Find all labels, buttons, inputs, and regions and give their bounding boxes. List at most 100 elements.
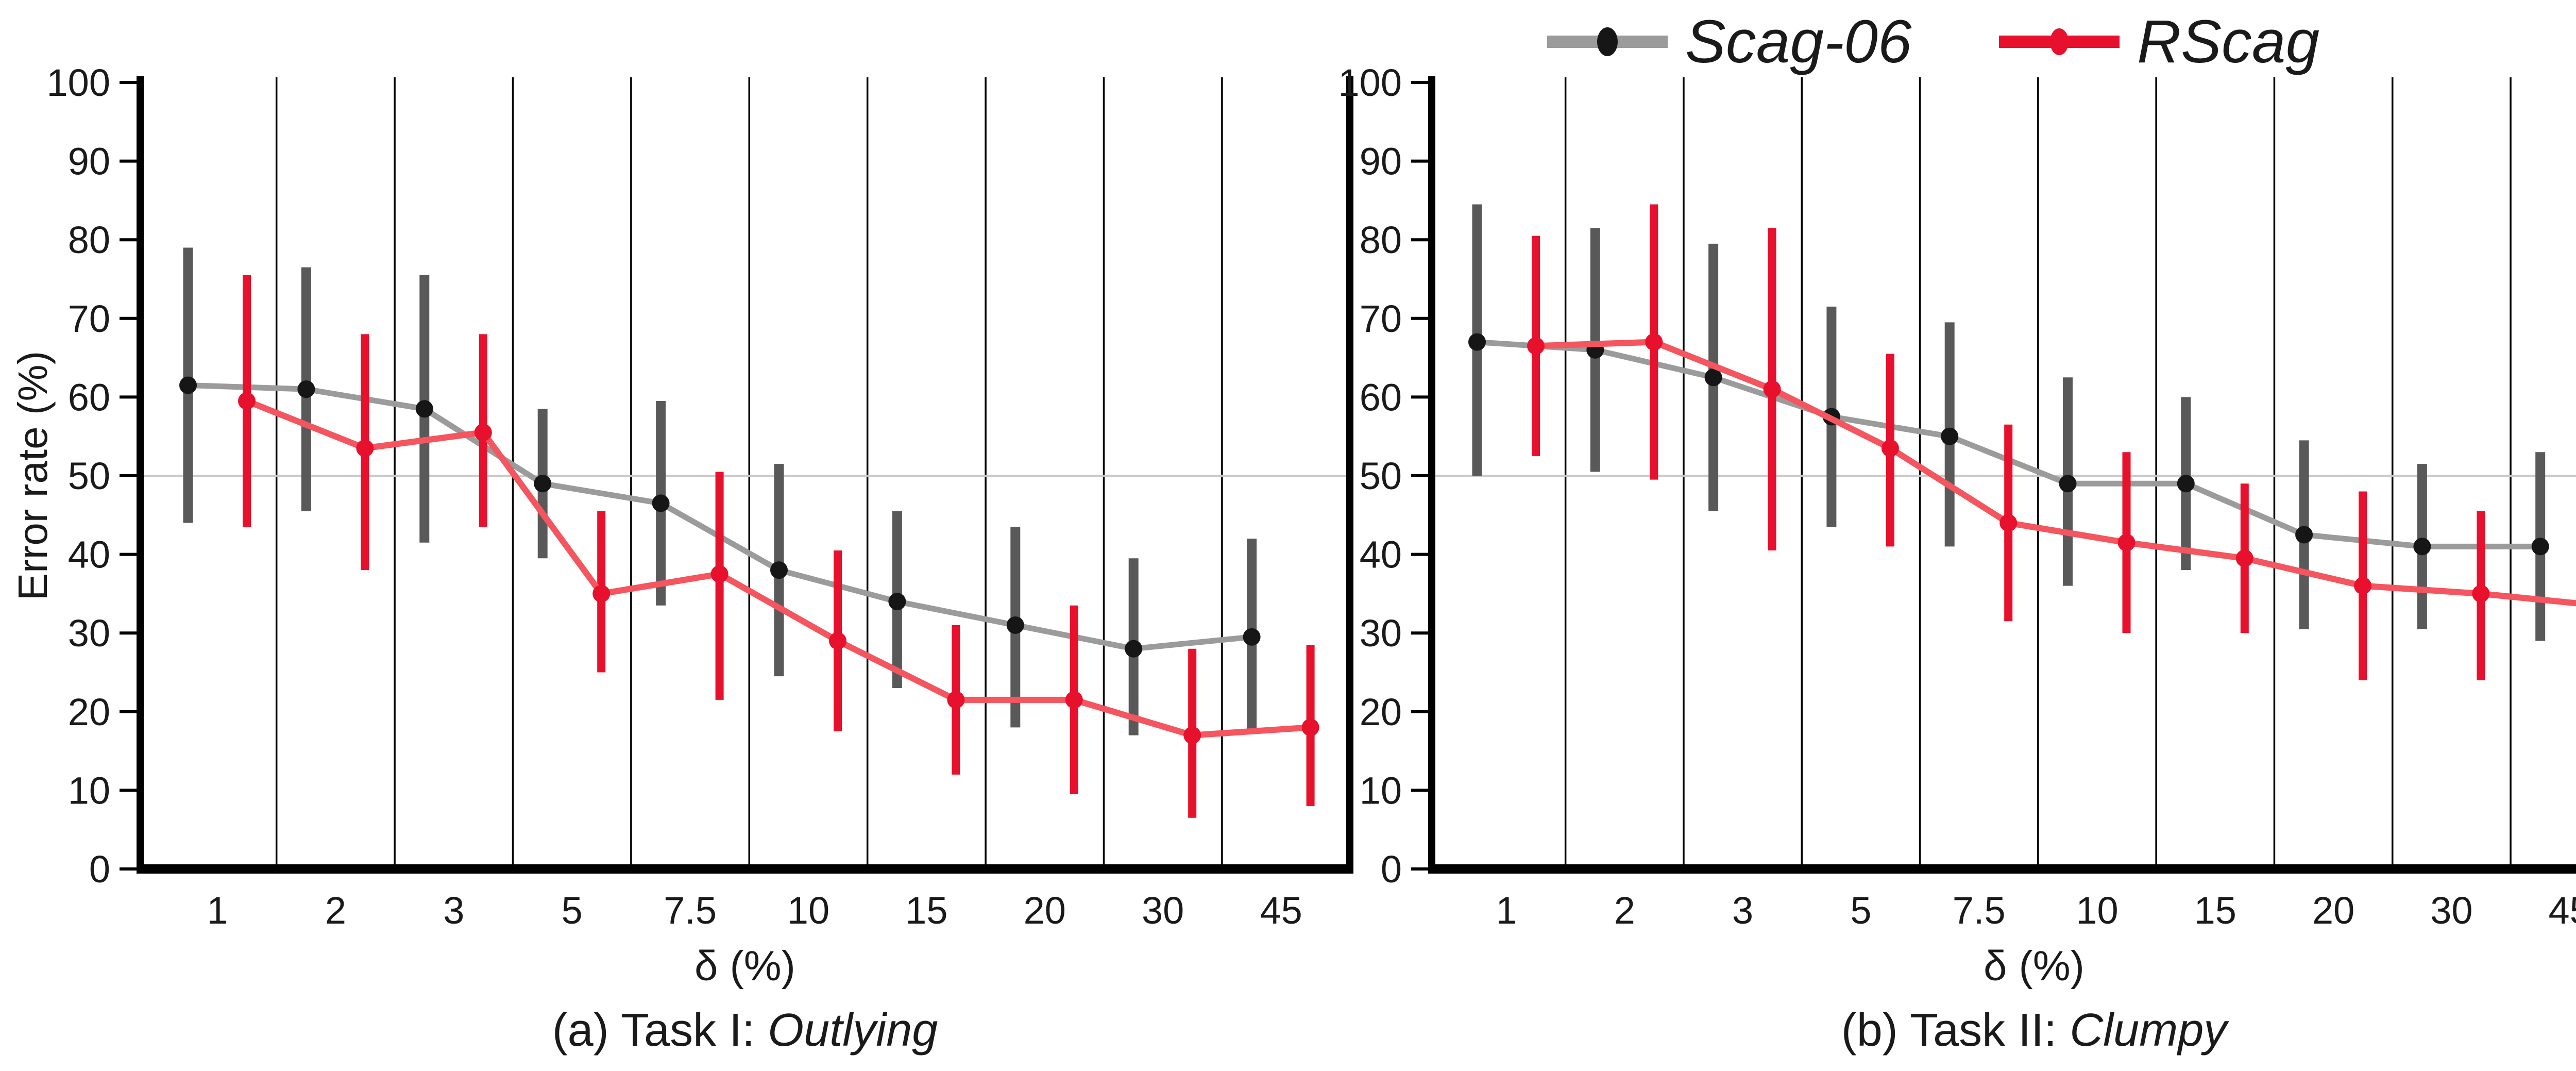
panel-a-rscag-marker — [592, 584, 611, 603]
panel-b-scag06-marker — [2059, 475, 2077, 493]
panel-a-scag06-marker — [534, 475, 552, 493]
panel-b-y-tick-label: 0 — [1381, 848, 1402, 891]
panel-a-y-tick-label: 70 — [68, 297, 110, 340]
panel-a-x-tick-label: 45 — [1260, 889, 1302, 932]
panel-b-rscag-marker — [2354, 577, 2372, 595]
panel-b-rscag-marker — [2117, 533, 2136, 551]
panel-a-x-tick-label: 3 — [443, 889, 464, 932]
caption-task-name: Outlying — [768, 1005, 938, 1056]
caption-panel-a: (a) Task I: Outlying — [552, 1004, 938, 1057]
panel-b-x-tick-label: 5 — [1850, 889, 1871, 932]
caption-prefix: (a) Task I: — [552, 1005, 768, 1056]
panel-b-x-tick-label: 1 — [1496, 889, 1517, 932]
panel-a-rscag-marker — [947, 691, 965, 709]
panel-b-scag06-marker — [2295, 526, 2313, 544]
scag06-legend-sample-icon — [1547, 27, 1668, 56]
panel-a-scag06-marker — [297, 380, 315, 398]
caption-prefix: (b) Task II: — [1841, 1005, 2070, 1056]
panel-a-scag06-marker — [652, 494, 670, 512]
y-axis-title: Error rate (%) — [10, 350, 56, 601]
panel-b-bottom-spine — [1428, 864, 2576, 874]
panel-b-scag06-marker — [2177, 475, 2195, 493]
panel-a-rscag-marker — [829, 632, 846, 650]
x-axis-title-panel-b: δ (%) — [1984, 943, 2084, 990]
panel-a-x-tick-label: 1 — [207, 889, 228, 932]
panel-b-y-tick-label: 70 — [1360, 297, 1402, 340]
panel-b-x-tick-label: 2 — [1614, 889, 1635, 932]
x-axis-title-panel-a: δ (%) — [694, 943, 795, 990]
panel-a-y-tick-label: 10 — [68, 769, 110, 812]
panel-a-x-tick-label: 30 — [1142, 889, 1184, 932]
panel-a-rscag-marker — [1183, 726, 1201, 744]
panel-a-scag06-marker — [1125, 640, 1143, 658]
panel-a-scag06-marker — [415, 400, 433, 418]
panel-b-x-tick-label: 15 — [2194, 889, 2236, 932]
panel-a-y-tick-label: 0 — [89, 848, 110, 891]
panel-b-x-tick-label: 10 — [2076, 889, 2118, 932]
panel-b-y-tick-label: 60 — [1360, 376, 1402, 419]
panel-a-rscag-series-line — [245, 398, 1311, 739]
panel-b-y-tick-label: 10 — [1360, 769, 1402, 812]
caption-panel-b: (b) Task II: Clumpy — [1841, 1004, 2227, 1057]
legend-item-rscag: RScag — [1995, 3, 2319, 80]
panel-a-right-spine — [1346, 76, 1353, 874]
panel-b-scag06-marker — [1468, 333, 1486, 351]
panel-b-rscag-marker — [1645, 333, 1663, 351]
panel-b-rscag-marker — [2235, 549, 2253, 567]
rscag-legend-sample-icon — [1999, 28, 2120, 55]
panel-b-x-tick-label: 30 — [2430, 889, 2472, 932]
panel-a-scag06-marker — [888, 593, 906, 611]
panel-a-x-tick-label: 10 — [787, 889, 829, 932]
legend-label-rscag: RScag — [2137, 8, 2320, 76]
panel-b-x-tick-label: 20 — [2312, 889, 2354, 932]
panel-b-y-tick-label: 80 — [1360, 219, 1402, 261]
panel-b-scag06-marker — [2531, 538, 2549, 556]
panel-b-y-tick-label: 20 — [1360, 691, 1402, 733]
panel-b-scag06-marker — [1941, 427, 1959, 445]
panel-a-y-tick-label: 100 — [47, 61, 110, 104]
panel-a-scag06-marker — [770, 561, 788, 579]
panel-a-scag06-marker — [1243, 628, 1261, 646]
legend-item-scag06: Scag-06 — [1543, 3, 1912, 80]
panel-a-bottom-spine — [137, 864, 1353, 874]
panel-a-x-tick-label: 7.5 — [664, 889, 717, 932]
panel-b-scag06-marker — [1704, 369, 1722, 387]
panel-a-scag06-marker — [1006, 616, 1024, 634]
panel-a-x-tick-label: 5 — [562, 889, 583, 932]
panel-b-scag06-marker — [2413, 538, 2431, 556]
panel-b-rscag-series-line — [1535, 339, 2576, 607]
legend-label-scag06: Scag-06 — [1685, 8, 1912, 76]
caption-task-name: Clumpy — [2070, 1005, 2227, 1056]
panel-a-y-tick-label: 40 — [68, 533, 110, 576]
panel-a-rscag-marker — [474, 424, 492, 442]
panel-a-y-tick-label: 90 — [68, 140, 110, 183]
panel-a-x-tick-label: 2 — [325, 889, 346, 932]
panel-b-x-tick-label: 45 — [2549, 889, 2576, 932]
panel-a-rscag-marker — [710, 565, 728, 583]
panel-b-y-tick-label: 100 — [1338, 61, 1402, 104]
panel-a-y-tick-label: 30 — [68, 612, 110, 655]
panel-a-y-tick-label: 60 — [68, 376, 110, 419]
panel-a-rscag-marker — [1065, 691, 1083, 709]
panel-b-rscag-marker — [1999, 514, 2018, 532]
panel-b-rscag-marker — [2472, 584, 2490, 603]
panel-a-y-tick-label: 80 — [68, 219, 110, 261]
panel-b-y-tick-label: 30 — [1360, 612, 1402, 655]
panel-a-rscag-marker — [1301, 718, 1319, 737]
panel-b-rscag-marker — [1527, 337, 1545, 355]
panel-a-x-tick-label: 20 — [1024, 889, 1066, 932]
panel-a-x-tick-label: 15 — [905, 889, 947, 932]
panel-a-y-tick-label: 20 — [68, 691, 110, 733]
panel-a-y-tick-label: 50 — [68, 455, 110, 497]
panel-a-rscag-marker — [238, 392, 256, 410]
panel-b-y-tick-label: 90 — [1360, 140, 1402, 183]
panel-b-rscag-marker — [1881, 439, 1899, 457]
panel-a-rscag-marker — [356, 439, 374, 457]
panel-b-y-tick-label: 50 — [1360, 455, 1402, 497]
panel-b-x-tick-label: 7.5 — [1953, 889, 2006, 932]
panel-b-y-tick-label: 40 — [1360, 533, 1402, 576]
panel-b-x-tick-label: 3 — [1732, 889, 1753, 932]
panel-a-scag06-marker — [179, 376, 197, 394]
